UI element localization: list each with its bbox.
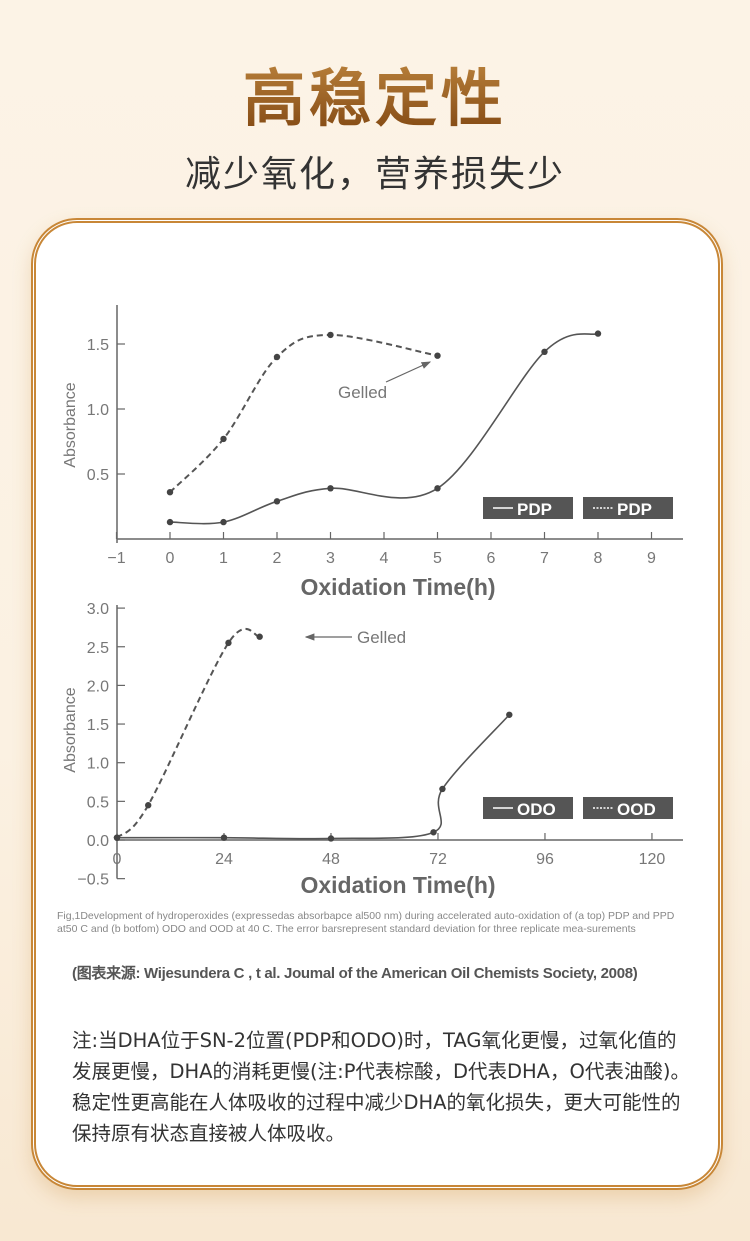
x-axis-label: Oxidation Time(h): [300, 574, 495, 600]
y-tick-label: 0.5: [87, 467, 109, 484]
page-title: 高稳定性: [0, 48, 750, 138]
chart-1: [115, 305, 683, 543]
x-tick-label: 1: [219, 550, 228, 567]
legend-box: [583, 797, 673, 819]
x-tick-label: −1: [107, 550, 125, 567]
x-axis-label: Oxidation Time(h): [300, 872, 495, 898]
data-point: [434, 352, 441, 359]
series-line-dashed: [116, 627, 260, 839]
x-tick-label: 5: [433, 550, 442, 567]
data-point: [327, 835, 335, 842]
data-point: [439, 785, 446, 793]
chart-2: [113, 605, 683, 880]
y-tick-label: 3.0: [87, 601, 109, 618]
annotation-arrow: [385, 361, 432, 383]
x-tick-label: 6: [487, 550, 496, 567]
note-text: 注:当DHA位于SN-2位置(PDP和ODO)时，TAG氧化更慢，过氧化值的发展…: [72, 1029, 690, 1145]
x-tick-label: 9: [647, 550, 656, 567]
x-tick-label: 2: [273, 550, 282, 567]
x-tick-label: 3: [326, 550, 335, 567]
data-point: [594, 330, 602, 337]
x-tick-label: 0: [113, 851, 122, 868]
legend-label: OOD: [617, 800, 656, 819]
data-point: [220, 834, 228, 841]
data-point: [506, 711, 513, 718]
page-subtitle: 减少氧化，营养损失少: [184, 154, 565, 195]
x-tick-label: 96: [536, 851, 554, 868]
gelled-annotation: Gelled: [338, 383, 387, 402]
series-line-dashed: [169, 333, 438, 493]
data-point: [327, 331, 334, 339]
x-tick-label: 7: [540, 550, 549, 567]
legend-label: ODO: [517, 800, 556, 819]
data-point: [166, 518, 174, 526]
data-point: [220, 518, 227, 526]
figure-caption: Fig,1Development of hydroperoxides (expr…: [57, 910, 675, 935]
x-tick-label: 8: [594, 550, 603, 567]
y-tick-label: 1.5: [87, 337, 109, 354]
x-tick-label: 48: [322, 851, 340, 868]
data-point: [327, 485, 334, 492]
y-tick-label: 2.0: [87, 678, 109, 695]
data-point: [225, 639, 232, 647]
y-tick-label: 0.5: [87, 794, 109, 811]
figure-source: (图表来源: Wijesundera C , t al. Joumal of t…: [72, 965, 638, 982]
legend-box: [483, 797, 573, 819]
data-point: [430, 829, 437, 836]
data-point: [145, 802, 152, 809]
gelled-annotation: Gelled: [357, 628, 406, 647]
chart-card: [31, 218, 723, 1190]
data-point: [273, 353, 281, 361]
y-tick-label: 1.0: [87, 756, 109, 773]
data-point: [113, 834, 121, 841]
y-axis-label: Absorbance: [62, 687, 79, 772]
data-point: [256, 633, 263, 640]
y-tick-label: 1.5: [87, 717, 109, 734]
legend-box: [583, 497, 673, 519]
y-tick-label: 1.0: [87, 402, 109, 419]
series-line-solid: [169, 332, 599, 525]
legend-label: PDP: [517, 500, 552, 519]
data-point: [541, 348, 548, 355]
data-point: [166, 489, 174, 496]
x-tick-label: 72: [429, 851, 447, 868]
y-tick-label: 2.5: [87, 640, 109, 657]
x-tick-label: 4: [380, 550, 389, 567]
x-tick-label: 0: [166, 550, 175, 567]
legend-label: PDP: [617, 500, 652, 519]
x-tick-label: 24: [215, 851, 233, 868]
data-point: [273, 498, 281, 505]
legend-box: [483, 497, 573, 519]
data-point: [434, 485, 441, 492]
y-tick-label: 0.0: [87, 833, 109, 850]
y-axis-label: Absorbance: [62, 382, 79, 467]
data-point: [220, 435, 227, 443]
series-line-solid: [116, 714, 510, 840]
x-tick-label: 120: [639, 851, 666, 868]
y-tick-label: −0.5: [77, 872, 109, 889]
